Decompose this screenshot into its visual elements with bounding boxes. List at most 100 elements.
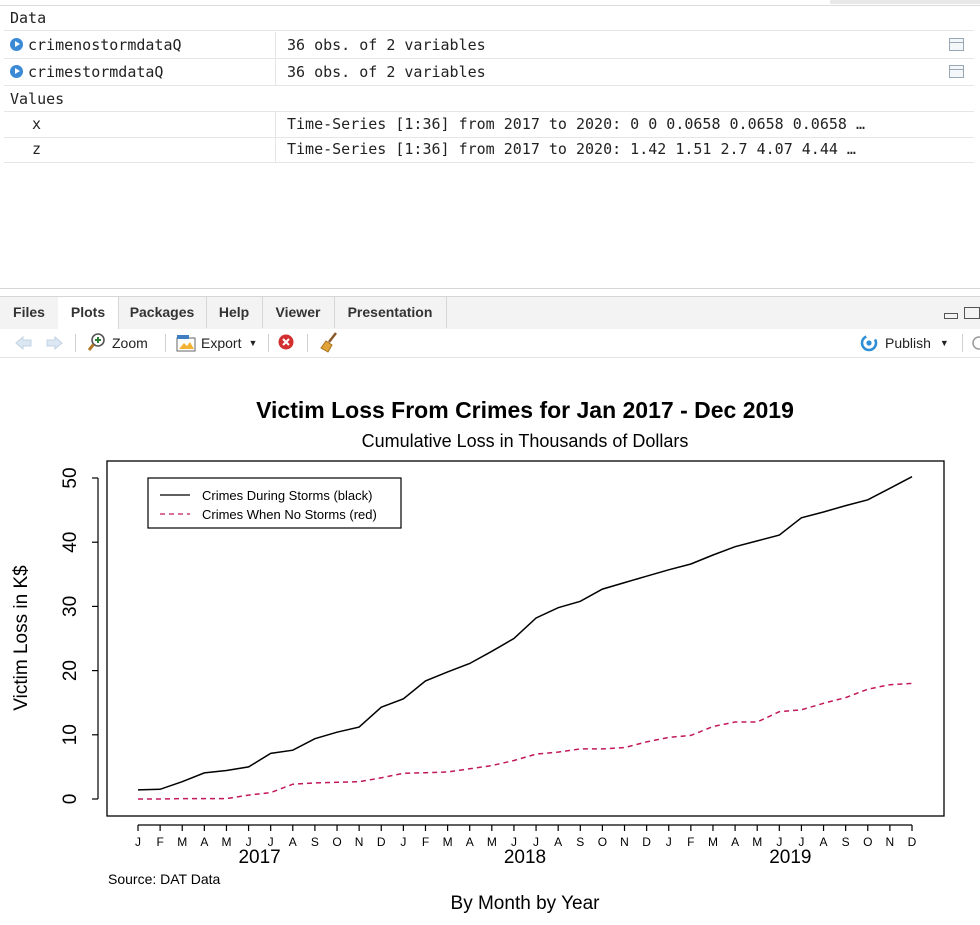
- dropdown-caret-icon: ▼: [248, 338, 258, 348]
- tab-viewer[interactable]: Viewer: [262, 297, 335, 328]
- env-row-name-cell: crimestormdataQ: [4, 59, 276, 85]
- env-row-name: z: [4, 137, 276, 162]
- x-tick-label: S: [842, 835, 850, 849]
- y-tick-label: 0: [60, 794, 81, 805]
- tab-files[interactable]: Files: [0, 297, 59, 328]
- env-row-value: 36 obs. of 2 variables: [287, 36, 486, 54]
- x-tick-label: A: [200, 835, 208, 849]
- forward-button[interactable]: [44, 329, 66, 357]
- y-tick-label: 10: [60, 724, 81, 745]
- x-tick-label: J: [666, 835, 672, 849]
- arrow-left-icon: [15, 335, 32, 351]
- legend-box: [147, 477, 402, 529]
- env-row-name: crimenostormdataQ: [28, 36, 182, 54]
- x-tick-label: J: [246, 835, 252, 849]
- x-tick-label: A: [820, 835, 828, 849]
- values-section-header: Values: [4, 86, 974, 112]
- env-row-z[interactable]: z Time-Series [1:36] from 2017 to 2020: …: [4, 137, 974, 163]
- environment-pane: Data crimenostormdataQ 36 obs. of 2 vari…: [0, 0, 980, 289]
- x-tick-label: O: [598, 835, 607, 849]
- env-row-name: x: [4, 112, 276, 137]
- export-button[interactable]: Export ▼: [174, 329, 257, 357]
- legend-label: Crimes When No Storms (red): [202, 507, 377, 522]
- x-tick-label: A: [554, 835, 562, 849]
- x-tick-label: D: [908, 835, 917, 849]
- x-tick-label: A: [289, 835, 297, 849]
- x-axis-label: By Month by Year: [451, 893, 601, 914]
- view-table-icon[interactable]: [949, 65, 964, 78]
- remove-plot-icon: [278, 334, 294, 350]
- x-tick-label: M: [443, 835, 453, 849]
- env-row-value: Time-Series [1:36] from 2017 to 2020: 1.…: [287, 140, 856, 158]
- env-row-crimestormdataQ[interactable]: crimestormdataQ 36 obs. of 2 variables: [4, 59, 974, 86]
- env-row-name-cell: crimenostormdataQ: [4, 32, 276, 58]
- y-axis-label: Victim Loss in K$: [11, 565, 32, 711]
- x-tick-label: M: [752, 835, 762, 849]
- broom-icon: [320, 332, 337, 353]
- pane-tabs: Files Plots Packages Help Viewer Present…: [0, 296, 980, 330]
- x-tick-label: M: [177, 835, 187, 849]
- tab-packages[interactable]: Packages: [118, 297, 207, 328]
- series-line-no-storms: [138, 682, 913, 800]
- toolbar-divider: [268, 334, 269, 352]
- maximize-pane-icon[interactable]: [964, 307, 980, 319]
- zoom-label: Zoom: [112, 335, 148, 351]
- env-row-value: Time-Series [1:36] from 2017 to 2020: 0 …: [287, 115, 865, 133]
- x-tick-label: M: [708, 835, 718, 849]
- x-tick-label: M: [487, 835, 497, 849]
- legend-label: Crimes During Storms (black): [202, 488, 372, 503]
- y-tick-label: 50: [60, 467, 81, 488]
- tab-plots[interactable]: Plots: [58, 297, 119, 329]
- env-row-x[interactable]: x Time-Series [1:36] from 2017 to 2020: …: [4, 112, 974, 138]
- x-tick-label: F: [687, 835, 694, 849]
- toolbar-divider: [165, 334, 166, 352]
- y-tick-label: 40: [60, 532, 81, 553]
- zoom-icon: [87, 333, 105, 351]
- year-label: 2019: [769, 847, 811, 868]
- x-tick-label: O: [863, 835, 872, 849]
- remove-plot-button[interactable]: [276, 329, 296, 357]
- plots-toolbar: Zoom Export ▼ Publish ▼: [0, 329, 980, 358]
- x-axis: J F M A M J J A S O N D J F M A M J J A S O N D J F M A M J J A S O N D2017…: [135, 824, 917, 868]
- x-tick-label: J: [135, 835, 141, 849]
- x-tick-label: N: [355, 835, 364, 849]
- x-tick-label: F: [422, 835, 429, 849]
- expand-play-icon[interactable]: [10, 38, 23, 51]
- x-tick-label: J: [798, 835, 804, 849]
- x-tick-label: N: [886, 835, 895, 849]
- series-lines: [137, 476, 913, 800]
- pane-toolbar-strip: [830, 0, 980, 4]
- tab-presentation[interactable]: Presentation: [334, 297, 447, 328]
- legend: Crimes During Storms (black) Crimes When …: [147, 477, 402, 529]
- export-icon: [176, 335, 196, 352]
- year-label: 2017: [238, 847, 280, 868]
- back-button[interactable]: [12, 329, 34, 357]
- x-tick-label: M: [221, 835, 231, 849]
- view-table-icon[interactable]: [949, 38, 964, 51]
- minimize-pane-icon[interactable]: [944, 313, 958, 319]
- arrow-right-icon: [46, 335, 63, 351]
- x-tick-label: J: [511, 835, 517, 849]
- expand-play-icon[interactable]: [10, 65, 23, 78]
- x-tick-label: S: [576, 835, 584, 849]
- toolbar-divider: [75, 334, 76, 352]
- x-tick-label: A: [466, 835, 474, 849]
- y-axis: 0 10 20 30 40 50: [60, 467, 99, 805]
- x-tick-label: D: [377, 835, 386, 849]
- x-tick-label: O: [332, 835, 341, 849]
- tab-help[interactable]: Help: [206, 297, 263, 328]
- x-tick-label: F: [156, 835, 163, 849]
- x-tick-label: S: [311, 835, 319, 849]
- export-label: Export: [201, 335, 242, 351]
- refresh-button[interactable]: [970, 329, 980, 357]
- zoom-button[interactable]: Zoom: [86, 329, 148, 357]
- clear-plots-button[interactable]: [318, 329, 340, 357]
- year-label: 2018: [504, 847, 546, 868]
- chart-subtitle: Cumulative Loss in Thousands of Dollars: [362, 431, 689, 451]
- publish-button[interactable]: Publish ▼: [857, 329, 949, 357]
- y-tick-label: 30: [60, 596, 81, 617]
- env-row-crimenostormdataQ[interactable]: crimenostormdataQ 36 obs. of 2 variables: [4, 32, 974, 59]
- toolbar-divider: [307, 334, 308, 352]
- series-line-storms: [137, 476, 913, 791]
- source-note: Source: DAT Data: [108, 871, 221, 887]
